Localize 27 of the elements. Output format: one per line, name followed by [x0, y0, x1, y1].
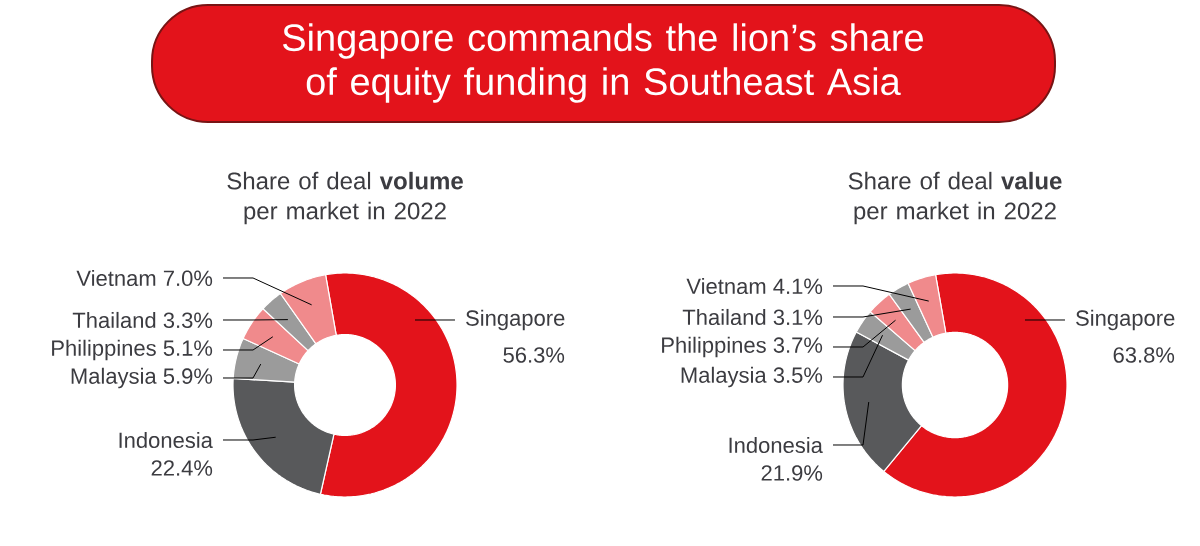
data-label: 3.7%	[773, 337, 823, 353]
slice-label: Thailand	[72, 311, 156, 329]
data-label: 63.8%	[1113, 347, 1175, 363]
data-label: 5.1%	[163, 340, 213, 356]
data-label: 21.9%	[761, 465, 823, 481]
data-label: 22.4%	[151, 460, 213, 476]
data-label: 7.0%	[163, 270, 213, 287]
data-label: 3.3%	[163, 312, 213, 329]
slice-label: Philippines	[662, 336, 766, 358]
data-label: 3.5%	[773, 367, 823, 383]
chart-subtitle: Share of deal volume per market in 2022	[227, 171, 463, 225]
slice-label: Indonesia	[729, 436, 823, 454]
slice-label: Singapore	[466, 309, 565, 331]
slice-label: Thailand	[682, 308, 766, 326]
data-label: 5.9%	[163, 368, 213, 384]
data-label: 3.1%	[773, 309, 823, 326]
slice-label: Malaysia	[71, 367, 157, 389]
slice-label: Indonesia	[119, 431, 213, 449]
slice-label: Vietnam	[686, 277, 766, 295]
slice-label: Singapore	[1076, 309, 1175, 331]
data-label: 56.3%	[503, 347, 565, 363]
slice-label: Philippines	[52, 339, 156, 361]
chart-subtitle: Share of deal value per market in 2022	[848, 171, 1062, 225]
slice-label: Vietnam	[76, 269, 156, 287]
chart-title: Singapore commands the lion’s share of equity funding in Southeast Asia	[282, 23, 923, 103]
data-label: 4.1%	[773, 278, 823, 294]
slice-label: Malaysia	[681, 366, 767, 388]
